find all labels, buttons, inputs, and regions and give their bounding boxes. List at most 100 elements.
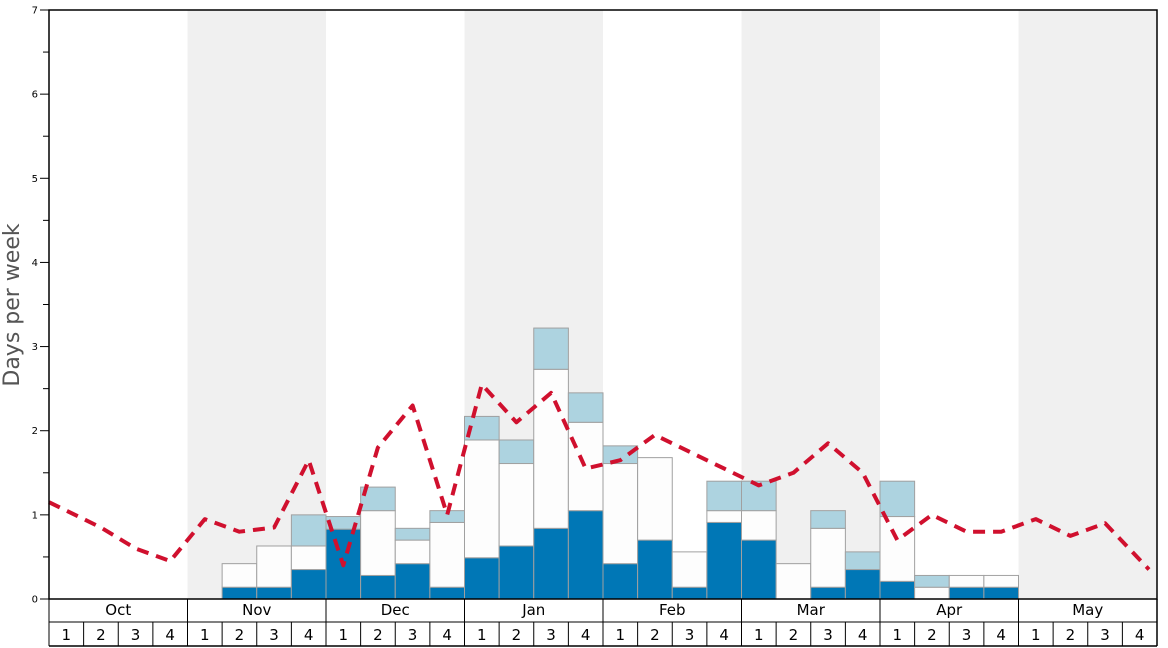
y-axis: 0 1 2 3 4 5 6 7 — [32, 6, 49, 606]
bar-dark-week-7 — [256, 586, 292, 600]
bar-dark-week-11 — [394, 563, 431, 600]
week-label: 3 — [131, 626, 141, 644]
week-label: 2 — [927, 626, 937, 644]
week-label: 3 — [685, 626, 695, 644]
y-tick-label: 5 — [32, 174, 38, 185]
bar-white-week-12 — [429, 521, 465, 588]
bar-dark-week-17 — [602, 563, 639, 600]
bar-light-week-20 — [706, 480, 742, 512]
bar-white-week-15 — [533, 368, 569, 529]
y-tick-label: 2 — [32, 426, 38, 437]
bar-white-week-8 — [290, 545, 327, 571]
bar-dark-week-18 — [637, 539, 673, 600]
y-tick-label: 0 — [32, 595, 38, 606]
week-label: 2 — [650, 626, 660, 644]
week-label: 1 — [477, 626, 487, 644]
bar-layer — [221, 327, 1019, 600]
week-label: 3 — [408, 626, 418, 644]
bar-light-week-26 — [914, 574, 950, 588]
week-label: 2 — [96, 626, 106, 644]
month-label-jan: Jan — [521, 601, 545, 619]
bar-dark-week-16 — [567, 510, 604, 600]
bar-light-week-15 — [533, 327, 569, 370]
bar-dark-week-8 — [290, 569, 327, 600]
bar-light-week-11 — [394, 527, 431, 541]
week-label: 3 — [1100, 626, 1110, 644]
bar-white-week-6 — [221, 563, 258, 588]
week-label: 1 — [1031, 626, 1041, 644]
bar-light-week-8 — [290, 514, 327, 547]
bar-light-week-13 — [464, 415, 500, 441]
bar-white-week-18 — [637, 457, 673, 541]
week-label: 2 — [1066, 626, 1076, 644]
bar-white-week-28 — [983, 574, 1019, 588]
week-label: 4 — [442, 626, 452, 644]
week-label: 3 — [962, 626, 972, 644]
y-tick-label: 6 — [32, 90, 38, 101]
week-label: 2 — [789, 626, 799, 644]
month-label-feb: Feb — [659, 601, 686, 619]
bar-dark-week-19 — [671, 586, 708, 600]
bar-light-week-24 — [844, 551, 881, 571]
week-label: 1 — [754, 626, 764, 644]
bar-light-week-14 — [498, 439, 535, 465]
week-label: 3 — [546, 626, 556, 644]
bar-dark-week-13 — [464, 557, 500, 600]
y-tick-label: 3 — [32, 342, 38, 353]
y-tick-label: 7 — [32, 6, 38, 17]
month-shading — [187, 10, 1157, 599]
bar-dark-week-23 — [810, 586, 846, 600]
bar-white-week-25 — [879, 516, 916, 582]
bar-white-week-26 — [914, 586, 950, 600]
bar-white-week-21 — [741, 510, 777, 541]
bar-white-week-13 — [464, 439, 500, 559]
trend-line — [48, 382, 1151, 571]
week-label: 4 — [719, 626, 729, 644]
week-label: 4 — [165, 626, 175, 644]
week-label: 1 — [616, 626, 626, 644]
week-label: 1 — [339, 626, 349, 644]
week-label: 1 — [200, 626, 210, 644]
bar-dark-week-15 — [533, 527, 569, 600]
month-label-oct: Oct — [105, 601, 131, 619]
bar-white-week-17 — [602, 463, 639, 565]
week-label: 4 — [1135, 626, 1145, 644]
month-shade-may — [1018, 10, 1157, 599]
week-label: 2 — [235, 626, 245, 644]
week-label: 2 — [512, 626, 522, 644]
bar-light-week-10 — [360, 486, 396, 512]
bar-dark-week-28 — [983, 586, 1019, 600]
bar-dark-week-10 — [360, 574, 396, 600]
bar-white-week-23 — [810, 527, 846, 588]
bar-light-week-25 — [879, 480, 916, 518]
month-label-mar: Mar — [797, 601, 826, 619]
y-tick-label: 1 — [32, 510, 38, 521]
month-label-dec: Dec — [381, 601, 410, 619]
week-label: 3 — [823, 626, 833, 644]
bar-white-week-22 — [775, 563, 812, 600]
week-label: 4 — [304, 626, 314, 644]
bar-white-week-27 — [948, 574, 985, 588]
bar-white-week-20 — [706, 510, 742, 523]
bar-light-week-23 — [810, 510, 846, 529]
bar-dark-week-14 — [498, 545, 535, 600]
bar-white-week-10 — [360, 510, 396, 576]
bar-white-week-14 — [498, 463, 535, 547]
bar-white-week-11 — [394, 539, 431, 565]
bar-light-week-16 — [567, 392, 604, 423]
week-label: 4 — [581, 626, 591, 644]
bar-light-week-17 — [602, 445, 639, 465]
trend-line-layer — [48, 382, 1151, 571]
week-label: 4 — [996, 626, 1006, 644]
bar-white-week-19 — [671, 551, 708, 588]
x-axis: Oct 1 2 3 4 Nov 1 2 3 4 Dec 1 2 3 4 Jan 1 2 3 4 Feb 1 2 3 4 Mar 1 2… — [48, 599, 1158, 647]
bar-dark-week-12 — [429, 586, 465, 600]
bar-dark-week-20 — [706, 521, 742, 600]
month-label-may: May — [1072, 601, 1103, 619]
month-shade-nov — [187, 10, 326, 599]
bar-white-week-7 — [256, 545, 292, 588]
month-label-apr: Apr — [936, 601, 963, 619]
bar-dark-week-27 — [948, 586, 985, 600]
week-label: 3 — [269, 626, 279, 644]
y-tick-label: 4 — [32, 258, 38, 269]
